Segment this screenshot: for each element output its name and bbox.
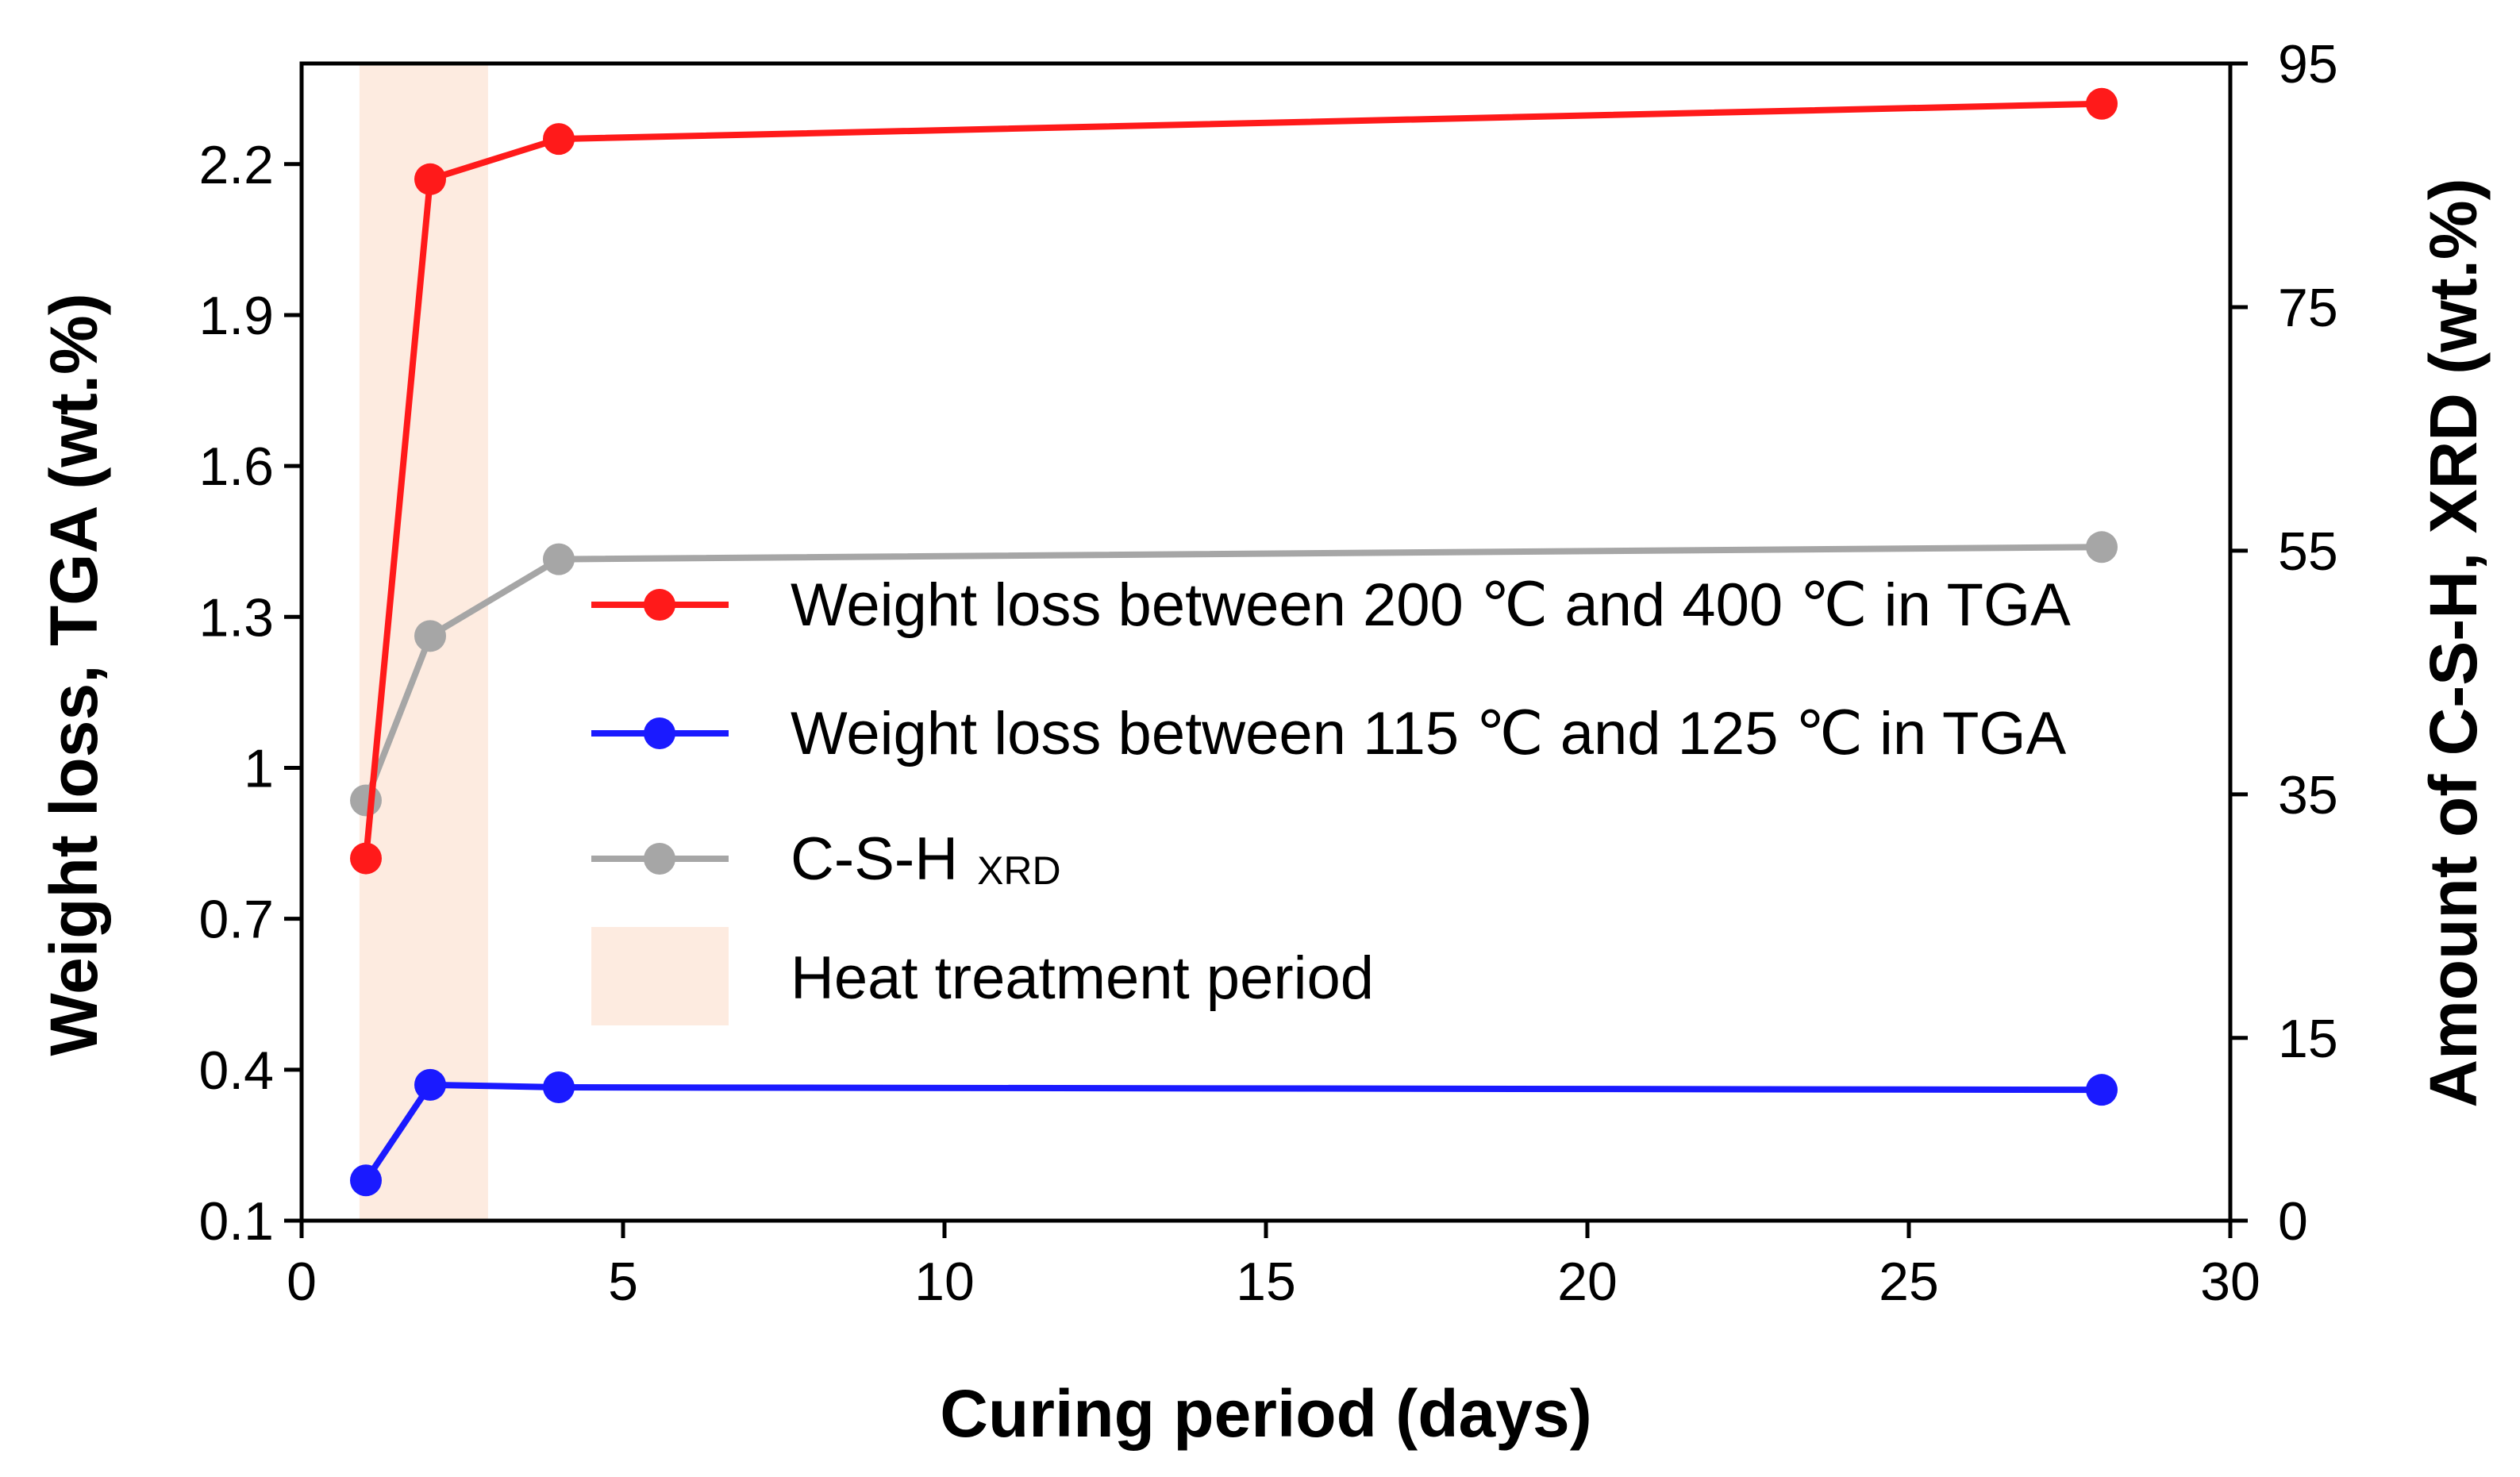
legend-item-shade: Heat treatment period [591, 927, 1374, 1025]
series-0-point [2086, 87, 2118, 120]
legend-item-gray: C-S-H XRD [591, 825, 1061, 893]
series-2-point [543, 543, 575, 575]
series-0-point [414, 163, 446, 195]
series-0-point [350, 842, 382, 875]
series-2-point [414, 620, 446, 652]
legend: Weight loss between 200 ℃ and 400 ℃ in T… [591, 571, 2071, 1025]
y-left-tick-label: 1.3 [198, 587, 274, 648]
y-right-tick-label: 55 [2278, 521, 2338, 582]
legend-blue-label: Weight loss between 115 ℃ and 125 ℃ in T… [791, 700, 2066, 767]
plot-frame [299, 61, 2233, 1223]
x-tick-label: 20 [1557, 1252, 1618, 1312]
y-left-tick-label: 2.2 [198, 135, 274, 195]
legend-red-label: Weight loss between 200 ℃ and 400 ℃ in T… [791, 571, 2071, 639]
x-tick-label: 10 [914, 1252, 975, 1312]
y-left-tick-label: 1.9 [198, 286, 274, 346]
y-left-tick-label: 1.6 [198, 437, 274, 497]
legend-shade-swatch [591, 927, 729, 1025]
legend-shade-label: Heat treatment period [791, 944, 1374, 1012]
series-1-point [2086, 1074, 2118, 1106]
series-2-point [2086, 531, 2118, 563]
y-left-tick-label: 0.7 [198, 890, 274, 950]
y-left-tick-label: 0.4 [198, 1040, 274, 1101]
legend-item-blue: Weight loss between 115 ℃ and 125 ℃ in T… [591, 700, 2066, 767]
y-axis-left-title: Weight loss, TGA (wt.%) [37, 293, 111, 1056]
series-line-1 [363, 1081, 2103, 1183]
y-right-tick-label: 15 [2278, 1009, 2338, 1069]
y-right-tick-label: 0 [2278, 1191, 2308, 1252]
y-right-tick-label: 95 [2278, 34, 2338, 94]
series-1-point [350, 1164, 382, 1197]
x-tick-label: 30 [2200, 1252, 2260, 1312]
legend-item-red: Weight loss between 200 ℃ and 400 ℃ in T… [591, 571, 2071, 639]
x-tick-label: 0 [287, 1252, 317, 1312]
y-left-tick-label: 1 [244, 738, 274, 798]
y-axis-right-title: Amount of C-S-H, XRD (wt.%) [2416, 178, 2491, 1107]
axis-layer: 0 5 10 15 20 25 30 0.1 0.4 0.7 1 1.3 1.6 1.9 2.2 0 15 35 5… [198, 34, 2337, 1312]
legend-gray-label-sub: XRD [977, 848, 1061, 893]
series-layer [350, 87, 2118, 1197]
legend-red-marker [644, 589, 675, 621]
y-right-tick-label: 75 [2278, 278, 2338, 338]
series-0-point [543, 123, 575, 156]
x-tick-label: 15 [1236, 1252, 1296, 1312]
series-1-point [543, 1071, 575, 1104]
series-line-0 [363, 100, 2103, 859]
legend-gray-label: C-S-H XRD [791, 825, 1061, 893]
y-right-tick-label: 35 [2278, 765, 2338, 825]
series-line-2 [363, 544, 2103, 802]
x-axis-title: Curing period (days) [940, 1376, 1591, 1451]
x-tick-label: 5 [608, 1252, 638, 1312]
legend-gray-label-main: C-S-H [791, 825, 958, 893]
x-tick-label: 25 [1879, 1252, 1939, 1312]
legend-blue-marker [644, 717, 675, 749]
y-left-tick-label: 0.1 [198, 1191, 274, 1252]
series-2-point [350, 784, 382, 817]
series-1-point [414, 1068, 446, 1101]
legend-gray-marker [644, 843, 675, 875]
